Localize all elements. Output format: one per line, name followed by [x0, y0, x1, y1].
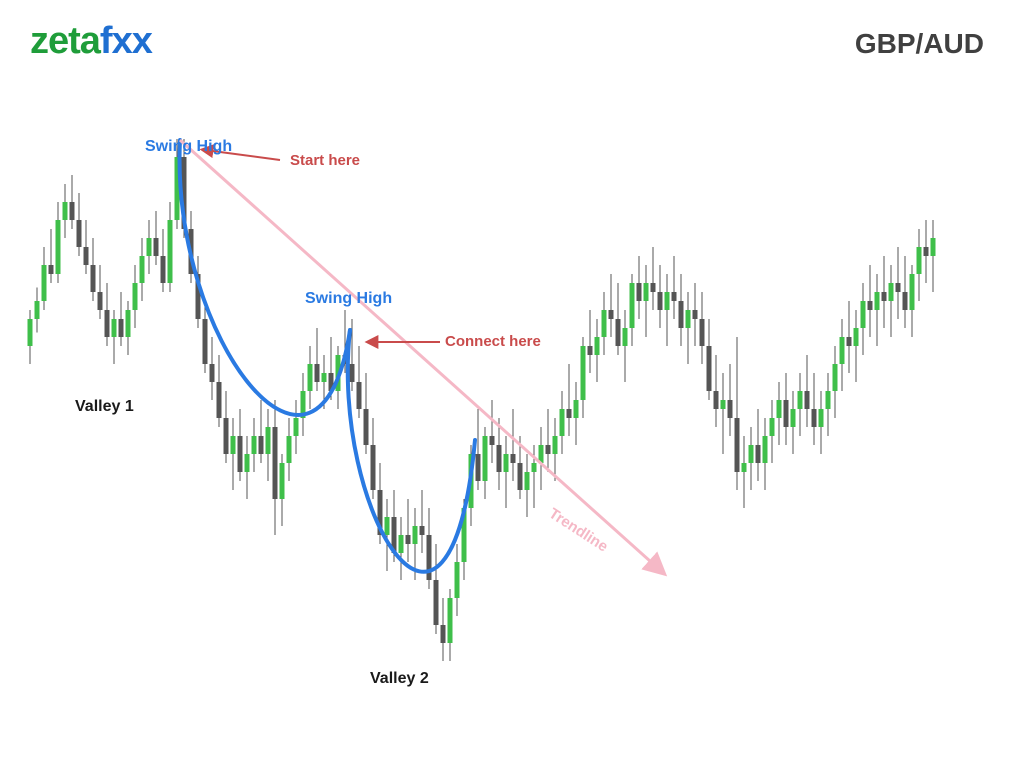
valley-2-label: Valley 2	[370, 670, 429, 688]
currency-pair-label: GBP/AUD	[855, 28, 984, 60]
swing-high-1-label: Swing High	[145, 138, 232, 156]
valley2-arc	[348, 330, 475, 572]
valley-1-label: Valley 1	[75, 398, 134, 416]
logo-part-2: fxx	[100, 20, 152, 62]
candlestick-chart	[20, 110, 1004, 710]
candles	[28, 139, 936, 661]
logo-part-1: zeta	[30, 20, 100, 62]
start-here-label: Start here	[290, 152, 360, 169]
brand-logo: zetafxx	[30, 20, 152, 63]
connect-here-label: Connect here	[445, 333, 541, 350]
swing-high-2-label: Swing High	[305, 290, 392, 308]
